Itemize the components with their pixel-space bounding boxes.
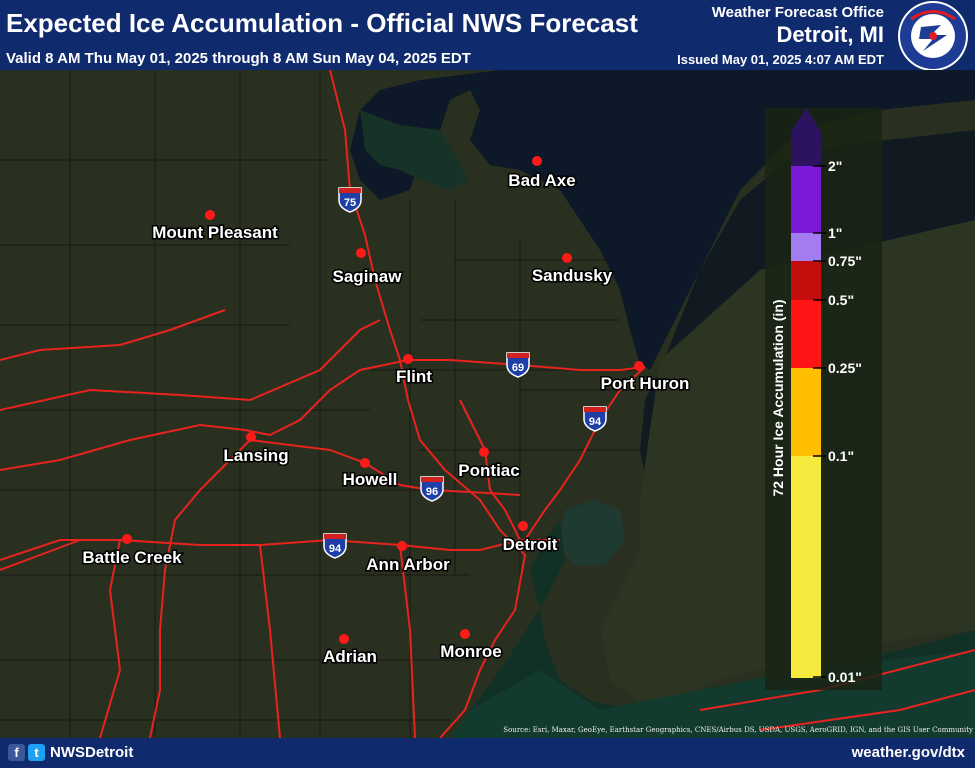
city-label: Sandusky [532,266,613,285]
legend-tick-label: 1" [828,225,842,241]
legend-tick-label: 0.5" [828,292,854,308]
nws-logo-icon[interactable] [893,0,973,73]
city-dot[interactable] [205,210,215,220]
legend-title: 72 Hour Ice Accumulation (in) [770,299,786,496]
legend-tick-label: 0.25" [828,360,862,376]
city-dot[interactable] [122,534,132,544]
city-dot[interactable] [360,458,370,468]
city-label: Saginaw [333,267,403,286]
city-label: Howell [343,470,398,489]
legend-tick-label: 0.75" [828,253,862,269]
interstate-number: 96 [426,486,438,498]
legend-tick-label: 0.01" [828,669,862,685]
legend-swatch [791,368,821,456]
legend-arrow-icon [791,108,821,132]
city-label: Detroit [503,535,558,554]
city-dot[interactable] [246,432,256,442]
city-dot[interactable] [562,253,572,263]
interstate-shield-icon: 94 [323,533,347,559]
interstate-number: 75 [344,197,356,209]
city-dot[interactable] [339,634,349,644]
legend-tick-label: 2" [828,158,842,174]
interstate-shield-icon: 94 [583,406,607,432]
office-city: Detroit, MI [776,22,884,47]
city-dot[interactable] [479,447,489,457]
twitter-icon[interactable]: t [28,744,45,761]
city-dot[interactable] [403,354,413,364]
social-handle[interactable]: NWSDetroit [50,744,134,761]
city-label: Monroe [440,642,501,661]
office-label: Weather Forecast Office [711,4,884,21]
legend: 2" 1" 0.75" 0.5" 0.25" 0.1" 0.01" 72 Hou… [765,108,882,690]
city-label: Lansing [223,446,288,465]
issued-time: Issued May 01, 2025 4:07 AM EDT [677,52,884,67]
city-dot[interactable] [634,361,644,371]
map-source-credit: Source: Esri, Maxar, GeoEye, Earthstar G… [503,726,973,734]
interstate-shield-icon: 75 [338,187,362,213]
facebook-icon[interactable]: f [8,744,25,761]
city-label: Flint [396,367,432,386]
valid-period: Valid 8 AM Thu May 01, 2025 through 8 AM… [6,50,471,67]
city-dot[interactable] [356,248,366,258]
city-label: Ann Arbor [366,555,450,574]
city-label: Port Huron [601,374,690,393]
legend-swatch [791,233,821,261]
interstate-shield-icon: 69 [506,352,530,378]
legend-tick-label: 0.1" [828,448,854,464]
interstate-number: 69 [512,362,524,374]
legend-swatch [791,132,821,166]
city-label: Mount Pleasant [152,223,278,242]
map-canvas: 75 69 94 96 94 Bad Axe Mount Pleasant [0,70,975,738]
city-label: Bad Axe [508,171,575,190]
website-link[interactable]: weather.gov/dtx [851,744,965,761]
header-bar: Expected Ice Accumulation - Official NWS… [0,0,975,73]
city-label: Pontiac [458,461,519,480]
city-dot[interactable] [460,629,470,639]
city-label: Battle Creek [82,548,182,567]
footer-bar: f t NWSDetroit weather.gov/dtx [0,738,975,768]
city-label: Adrian [323,647,377,666]
legend-swatch [791,261,821,300]
legend-swatch [791,166,821,233]
map-title: Expected Ice Accumulation - Official NWS… [6,8,638,38]
legend-swatch [791,300,821,368]
city-dot[interactable] [518,521,528,531]
city-dot[interactable] [532,156,542,166]
interstate-number: 94 [329,543,342,555]
interstate-shield-icon: 96 [420,476,444,502]
legend-swatch [791,456,821,678]
interstate-number: 94 [589,416,602,428]
city-dot[interactable] [397,541,407,551]
